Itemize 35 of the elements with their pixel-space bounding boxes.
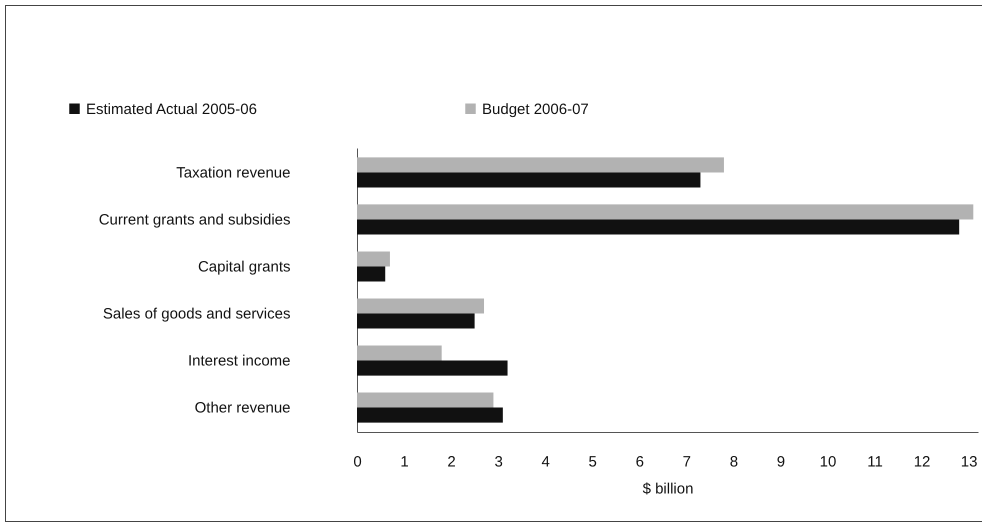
- x-tick-label: 9: [776, 454, 786, 470]
- bar: [357, 408, 503, 423]
- x-tick-label: 2: [447, 454, 456, 470]
- legend-label: Budget 2006-07: [482, 100, 589, 118]
- y-tick-label: Taxation revenue: [176, 164, 290, 182]
- x-tick-label: 11: [867, 454, 883, 470]
- y-tick-label: Sales of goods and services: [102, 306, 290, 323]
- x-tick-label: 8: [730, 454, 738, 470]
- x-tick-label: 5: [588, 454, 597, 470]
- x-tick-label: 12: [914, 454, 930, 470]
- bar: [357, 251, 390, 266]
- bar: [357, 314, 475, 329]
- x-tick-label: 3: [494, 454, 503, 470]
- bar: [357, 204, 974, 220]
- bar: [357, 345, 442, 361]
- x-axis-title: $ billion: [642, 480, 694, 498]
- legend-label: Estimated Actual 2005-06: [86, 100, 257, 118]
- x-tick-label: 6: [636, 454, 644, 470]
- bar: [357, 266, 386, 282]
- bar: [357, 219, 960, 235]
- x-tick-label: 4: [542, 454, 550, 470]
- y-tick-label: Interest income: [188, 352, 290, 370]
- x-tick-label: 0: [353, 454, 362, 470]
- x-tick-label: 1: [400, 454, 409, 470]
- y-tick-label: Capital grants: [198, 258, 290, 276]
- y-tick-label: Current grants and subsidies: [98, 211, 290, 228]
- bar: [357, 360, 508, 376]
- x-tick-label: 10: [820, 454, 836, 470]
- bar: [357, 392, 494, 408]
- x-tick-label: 7: [682, 454, 691, 470]
- bar: [357, 298, 484, 314]
- y-tick-label: Other revenue: [194, 400, 290, 417]
- bar: [357, 172, 700, 188]
- bar: [357, 157, 724, 172]
- x-tick-label: 13: [960, 454, 978, 470]
